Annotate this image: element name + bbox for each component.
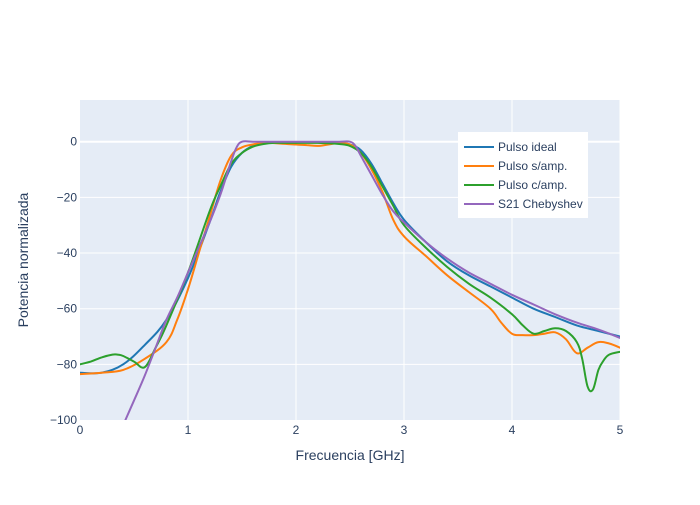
x-tick-label: 3 <box>401 423 408 437</box>
series-layer <box>80 140 620 420</box>
x-axis-title: Frecuencia [GHz] <box>296 447 405 463</box>
legend-label: Pulso s/amp. <box>498 159 567 173</box>
x-tick-label: 0 <box>77 423 84 437</box>
y-tick-label: −20 <box>57 190 78 204</box>
legend-label: Pulso c/amp. <box>498 178 567 192</box>
legend-label: Pulso ideal <box>498 140 557 154</box>
y-axis-title: Potencia normalizada <box>15 192 31 327</box>
legend-item-pulso-c-amp[interactable]: Pulso c/amp. <box>464 178 567 192</box>
legend-item-pulso-s-amp[interactable]: Pulso s/amp. <box>464 159 567 173</box>
y-tick-label: −40 <box>57 246 78 260</box>
y-tick-label: −60 <box>57 302 78 316</box>
series-line-s21-chebyshev <box>124 140 620 420</box>
x-tick-label: 5 <box>617 423 624 437</box>
legend-item-s21-chebyshev[interactable]: S21 Chebyshev <box>464 197 583 211</box>
y-tick-label: −100 <box>50 413 77 427</box>
x-tick-label: 2 <box>293 423 300 437</box>
legend-item-pulso-ideal[interactable]: Pulso ideal <box>464 140 557 154</box>
series-line-pulso-c-amp <box>80 141 620 393</box>
x-tick-label: 1 <box>185 423 192 437</box>
legend: Pulso ideal Pulso s/amp. Pulso c/amp. S21 C… <box>458 132 588 218</box>
y-tick-label: −80 <box>57 357 78 371</box>
y-tick-label: 0 <box>70 135 77 149</box>
legend-label: S21 Chebyshev <box>498 197 583 211</box>
y-axis-ticks: −100 −80 −60 −40 −20 0 <box>50 135 77 427</box>
x-axis-ticks: 0 1 2 3 4 5 <box>77 423 624 437</box>
x-tick-label: 4 <box>509 423 516 437</box>
